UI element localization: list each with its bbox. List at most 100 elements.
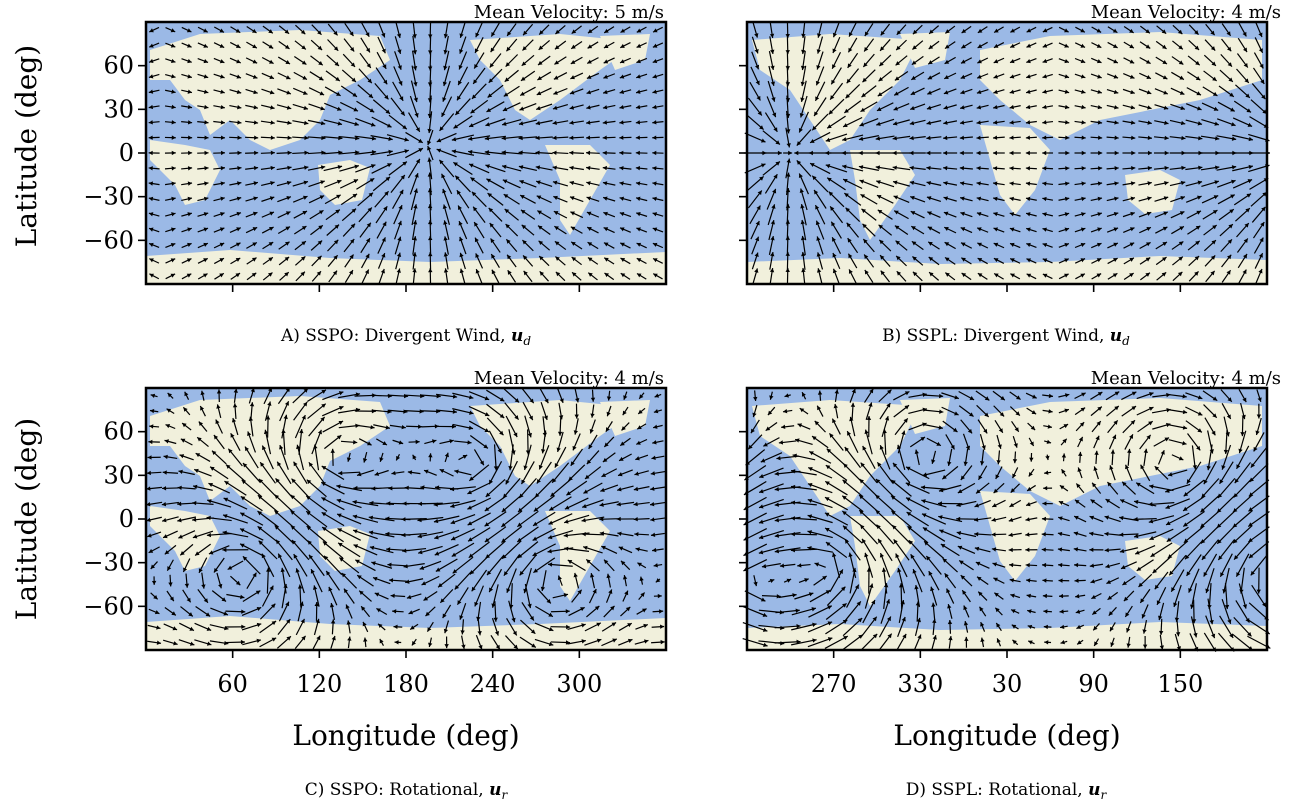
panel-a-wind-arrow xyxy=(636,26,647,33)
panel-d-wind-arrow xyxy=(977,591,988,601)
panel-b-wind-arrow xyxy=(1010,26,1021,33)
panel-c-wind-arrow xyxy=(616,501,635,507)
panel-b-wind-arrow xyxy=(1042,258,1053,264)
panel-b-wind-arrow xyxy=(1202,209,1218,220)
panel-b-caption: B) SSPL: Divergent Wind, ud xyxy=(882,326,1130,348)
panel-d-wind-arrow xyxy=(1075,483,1085,494)
panel-a-wind-arrow xyxy=(506,254,517,268)
panel-c-wind-arrow xyxy=(401,517,427,522)
panel-d-wind-arrow xyxy=(790,469,817,476)
panel-c-ytick-label: −60 xyxy=(83,592,134,620)
panel-a-wind-arrow xyxy=(554,256,566,266)
panel-b-wind-arrow xyxy=(809,162,831,175)
panel-a-wind-arrow xyxy=(310,240,323,251)
panel-b-wind-arrow xyxy=(959,165,973,171)
panel-b-wind-arrow xyxy=(1107,57,1119,64)
panel-d-ticks: 270 330 30 90 150 xyxy=(739,430,1203,698)
panel-d-wind-arrow xyxy=(807,514,833,524)
panel-d-wind-arrow xyxy=(946,588,955,604)
panel-a-wind-arrow xyxy=(428,236,433,255)
panel-a-wind-arrow xyxy=(652,166,664,171)
panel-b-wind-arrow xyxy=(1090,227,1102,233)
panel-b-wind-arrow xyxy=(1074,181,1086,186)
panel-b-wind-arrow xyxy=(909,135,926,141)
panel-a-wind-arrow xyxy=(327,39,339,52)
panel-b-wind-arrow xyxy=(892,135,911,141)
panel-d-wind-arrow xyxy=(824,480,848,496)
panel-b-wind-arrow xyxy=(1202,86,1218,97)
panel-d-wind-arrow xyxy=(1133,531,1157,539)
panel-c-wind-arrow xyxy=(298,428,304,455)
panel-a-wind-arrow xyxy=(569,104,584,110)
panel-a-africa xyxy=(150,140,220,205)
panel-d-wind-arrow xyxy=(1165,483,1191,493)
panel-b-wind-arrow xyxy=(1255,268,1263,284)
panel-d-wind-arrow xyxy=(1201,539,1219,561)
panel-a-wind-arrow xyxy=(554,40,567,50)
panel-c-wind-arrow xyxy=(435,558,458,572)
panel-d-wind-arrow xyxy=(1074,562,1087,568)
panel-c-wind-arrow xyxy=(239,543,264,557)
panel-a-wind-arrow xyxy=(213,73,225,79)
panel-c-wind-arrow xyxy=(358,438,372,446)
panel-b-wind-arrow xyxy=(927,241,940,250)
panel-d-wind-arrow xyxy=(1233,539,1252,560)
panel-c-wind-arrow xyxy=(329,602,336,621)
panel-d-wind-arrow xyxy=(849,567,857,594)
panel-c-wind-arrow xyxy=(651,639,665,645)
panel-c-wind-arrow xyxy=(308,461,325,484)
panel-a-wind-arrow xyxy=(537,71,552,81)
panel-b-wind-arrow xyxy=(1090,135,1103,140)
panel-c-wind-arrow xyxy=(602,452,616,463)
panel-a-wind-arrow xyxy=(501,118,522,126)
panel-a-wind-arrow xyxy=(394,36,402,55)
panel-a-wind-arrow xyxy=(552,150,569,155)
panel-c-wind-arrow xyxy=(197,589,209,604)
panel-b-wind-arrow xyxy=(1009,120,1021,125)
panel-d-wind-arrow xyxy=(895,553,908,578)
panel-b-wind-arrow xyxy=(1074,57,1086,64)
panel-b-wind-arrow xyxy=(910,195,926,203)
panel-d-wind-arrow xyxy=(996,450,1001,465)
panel-d-wind-arrow xyxy=(1058,408,1070,414)
panel-a-wind-arrow xyxy=(472,67,486,85)
panel-a-wind-arrow xyxy=(635,166,648,171)
panel-b-wind-arrow xyxy=(1232,178,1253,189)
panel-a-wind-arrow xyxy=(586,104,600,110)
panel-d-wind-arrow xyxy=(841,495,864,512)
panel-a-wind-arrow xyxy=(246,242,258,249)
panel-b-wind-arrow xyxy=(830,221,842,239)
panel-b-wind-arrow xyxy=(976,227,989,233)
panel-c-wind-arrow xyxy=(524,583,532,609)
panel-a-wind-arrow xyxy=(165,242,176,248)
panel-c-xtick-label: 60 xyxy=(217,670,248,698)
panel-b-wind-arrow xyxy=(1042,42,1053,48)
panel-b-wind-arrow xyxy=(813,189,827,209)
panel-c-wind-arrow xyxy=(488,568,503,593)
panel-a-wind-arrow xyxy=(586,165,600,171)
panel-c-wind-arrow xyxy=(503,554,520,577)
panel-a-wind-arrow xyxy=(470,176,489,191)
panel-d-wind-arrow xyxy=(791,638,817,646)
panel-c-greenland xyxy=(600,400,650,436)
panel-d-wind-arrow xyxy=(1159,634,1165,650)
panel-b-wind-arrow xyxy=(1106,227,1119,233)
panel-c-wind-arrow xyxy=(590,404,595,418)
panel-a-wind-arrow xyxy=(603,73,616,79)
panel-c-wind-arrow xyxy=(207,499,232,508)
panel-a-wind-arrow xyxy=(262,241,274,250)
panel-b-wind-arrow xyxy=(961,25,972,34)
panel-a-wind-arrow xyxy=(411,65,418,87)
panel-a-wind-arrow xyxy=(355,164,376,173)
panel-b-wind-arrow xyxy=(1026,273,1037,280)
panel-a-wind-arrow xyxy=(370,135,393,142)
panel-c-wind-arrow xyxy=(223,497,248,510)
panel-a-wind-arrow xyxy=(181,42,192,48)
panel-b-wind-arrow xyxy=(1155,56,1168,65)
panel-a-wind-arrow xyxy=(229,41,241,49)
panel-a-wind-arrow xyxy=(181,150,193,156)
panel-b-wind-arrow xyxy=(747,190,763,209)
panel-b-wind-arrow xyxy=(1220,238,1233,252)
panel-d-wind-arrow xyxy=(859,524,879,545)
panel-a-wind-arrow xyxy=(229,57,241,64)
